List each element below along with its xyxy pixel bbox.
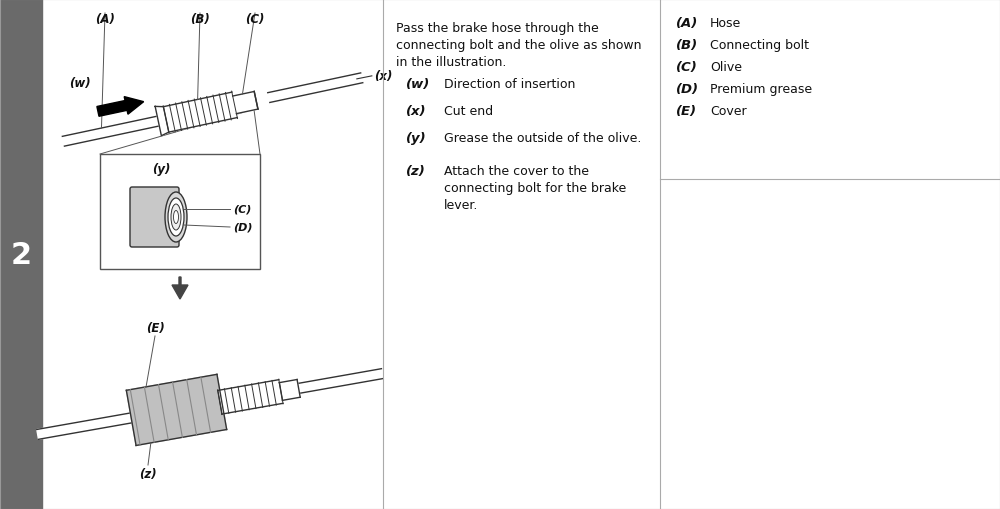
Text: (y): (y) <box>152 163 170 176</box>
Text: connecting bolt for the brake: connecting bolt for the brake <box>444 182 626 194</box>
Text: Direction of insertion: Direction of insertion <box>444 78 575 91</box>
Text: (B): (B) <box>676 39 698 52</box>
Text: (z): (z) <box>406 165 426 178</box>
Text: (E): (E) <box>676 105 697 118</box>
Ellipse shape <box>165 192 187 242</box>
Polygon shape <box>155 107 169 136</box>
Text: Pass the brake hose through the: Pass the brake hose through the <box>396 22 599 35</box>
Bar <box>0 0 42 509</box>
Text: (C): (C) <box>245 13 265 26</box>
Ellipse shape <box>171 205 181 231</box>
Text: Hose: Hose <box>710 17 741 30</box>
Text: connecting bolt and the olive as shown: connecting bolt and the olive as shown <box>396 39 642 52</box>
Text: (A): (A) <box>95 13 115 26</box>
Text: (x): (x) <box>406 105 426 118</box>
Text: (D): (D) <box>676 83 699 96</box>
Text: Olive: Olive <box>710 61 742 74</box>
Text: Attach the cover to the: Attach the cover to the <box>444 165 589 178</box>
Text: (D): (D) <box>233 222 252 233</box>
Ellipse shape <box>174 211 178 224</box>
Text: (B): (B) <box>190 13 210 26</box>
Polygon shape <box>218 380 283 414</box>
Polygon shape <box>62 117 159 147</box>
Text: (C): (C) <box>233 205 251 215</box>
Polygon shape <box>37 413 132 439</box>
Text: Cut end: Cut end <box>444 105 493 118</box>
Polygon shape <box>233 92 258 115</box>
Polygon shape <box>126 375 227 445</box>
FancyArrow shape <box>172 277 188 299</box>
Text: 2: 2 <box>10 240 32 269</box>
Text: in the illustration.: in the illustration. <box>396 56 506 69</box>
Polygon shape <box>280 369 383 397</box>
Text: (x): (x) <box>374 70 392 83</box>
Text: Cover: Cover <box>710 105 747 118</box>
Text: (E): (E) <box>146 321 164 334</box>
Text: Premium grease: Premium grease <box>710 83 812 96</box>
Polygon shape <box>268 74 363 103</box>
Text: (w): (w) <box>406 78 430 91</box>
FancyArrow shape <box>97 97 144 117</box>
Text: (z): (z) <box>139 467 157 480</box>
Text: (y): (y) <box>406 132 427 145</box>
Text: (C): (C) <box>676 61 698 74</box>
Polygon shape <box>279 380 300 401</box>
Text: (A): (A) <box>676 17 698 30</box>
Text: lever.: lever. <box>444 199 478 212</box>
Text: Grease the outside of the olive.: Grease the outside of the olive. <box>444 132 641 145</box>
Bar <box>100 155 260 269</box>
Polygon shape <box>163 93 237 133</box>
FancyBboxPatch shape <box>130 188 179 247</box>
Text: (w): (w) <box>69 77 91 90</box>
Ellipse shape <box>168 199 184 237</box>
Text: Connecting bolt: Connecting bolt <box>710 39 809 52</box>
